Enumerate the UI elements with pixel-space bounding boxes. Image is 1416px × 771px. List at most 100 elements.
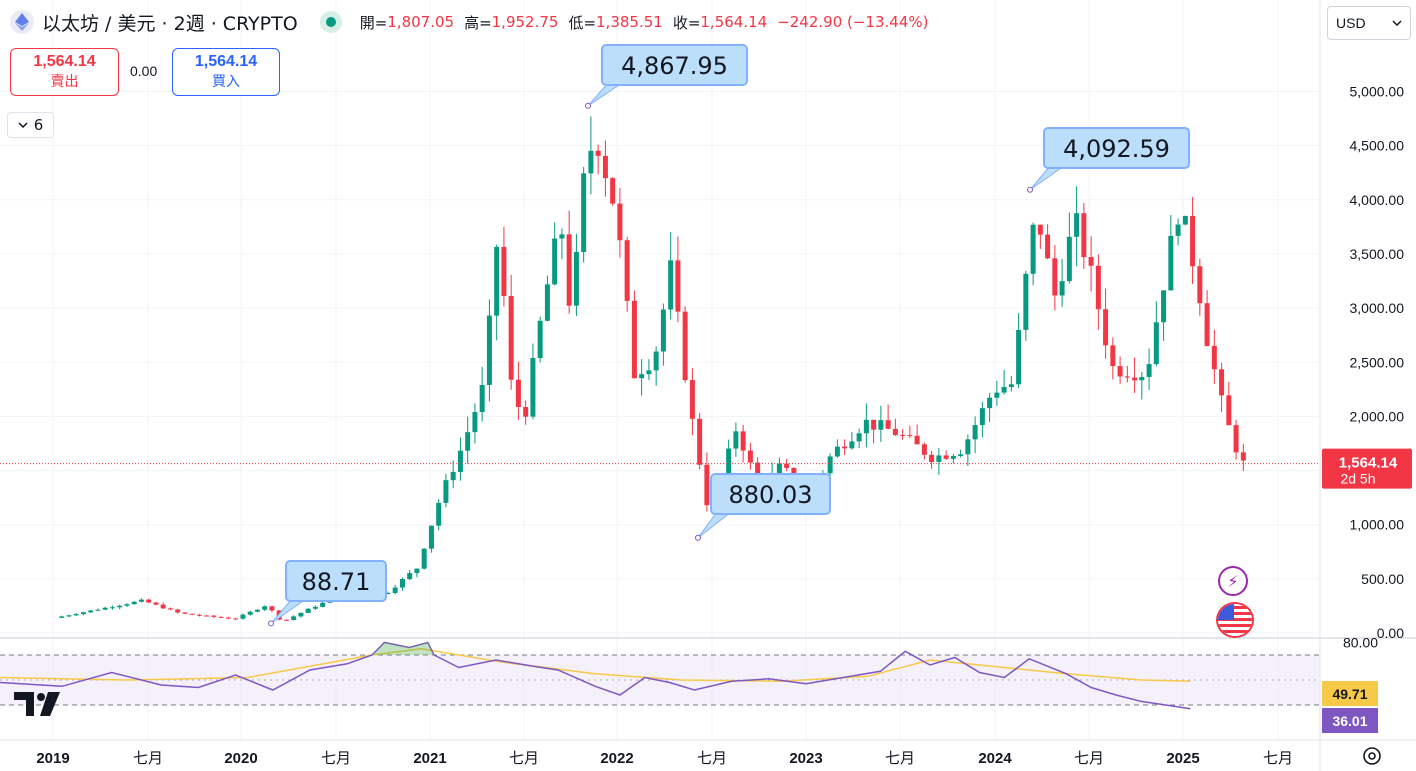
- candle-body: [102, 607, 108, 610]
- candle-body: [581, 173, 587, 253]
- candle-body: [1182, 215, 1188, 225]
- candle-body: [965, 439, 971, 455]
- candle-body: [269, 606, 275, 611]
- candle-body: [900, 434, 906, 436]
- candle-body: [247, 611, 253, 615]
- price-tick-label: 5,000.00: [1350, 84, 1405, 100]
- candle-body: [312, 606, 318, 609]
- candle-body: [682, 311, 688, 381]
- callout-label: 880.03: [729, 481, 813, 509]
- last-price-tag: [1322, 448, 1412, 489]
- candle-body: [385, 593, 391, 595]
- candle-body: [740, 431, 746, 451]
- candle-body: [1001, 386, 1007, 393]
- candle-body: [595, 150, 601, 156]
- buy-button[interactable]: 1,564.14 買入: [172, 48, 280, 96]
- candle-body: [885, 420, 891, 429]
- candle-body: [617, 203, 623, 241]
- time-tick-label: 2022: [600, 750, 633, 767]
- us-flag-icon[interactable]: [1216, 602, 1254, 638]
- time-tick-label: 七月: [321, 750, 351, 767]
- candle-body: [486, 315, 492, 385]
- time-tick-label: 2021: [413, 750, 446, 767]
- callout-box: [1043, 127, 1190, 169]
- rsi-tick-label: 80.00: [1343, 635, 1378, 651]
- candle-body: [689, 380, 695, 419]
- candle-body: [1211, 345, 1217, 370]
- candle-body: [573, 252, 579, 306]
- rsi-overbought-fill: [372, 642, 434, 655]
- sell-label: 賣出: [50, 73, 79, 89]
- candle-body: [639, 374, 645, 379]
- candle-body: [153, 602, 159, 605]
- candle-body: [124, 604, 130, 606]
- rsi-value-tag: [1322, 708, 1378, 733]
- buy-price: 1,564.14: [194, 53, 258, 70]
- open-key: 開=: [359, 13, 388, 32]
- candle-body: [697, 418, 703, 465]
- candle-body: [414, 568, 420, 574]
- candle-body: [175, 609, 181, 613]
- candle-body: [218, 616, 224, 618]
- candle-body: [929, 454, 935, 462]
- candle-body: [109, 607, 115, 609]
- gear-icon[interactable]: [1360, 744, 1384, 768]
- sell-button[interactable]: 1,564.14 賣出: [10, 48, 119, 96]
- candle-body: [1103, 309, 1109, 346]
- candle-body: [704, 464, 710, 506]
- candle-body: [544, 284, 550, 321]
- close-key: 收=: [672, 13, 701, 32]
- candle-body: [1132, 377, 1138, 381]
- candle-body: [1095, 265, 1101, 310]
- indicators-toggle[interactable]: 6: [7, 112, 54, 138]
- candle-body: [225, 617, 231, 619]
- candle-body: [1204, 303, 1210, 346]
- time-tick-label: 2024: [978, 750, 1012, 767]
- currency-select[interactable]: USD: [1327, 6, 1411, 40]
- callout-anchor: [695, 534, 701, 541]
- candle-body: [631, 300, 637, 379]
- price-tick-label: 4,000.00: [1350, 192, 1405, 208]
- candle-body: [146, 599, 152, 603]
- candle-body: [305, 608, 311, 613]
- candle-body: [994, 392, 1000, 398]
- symbol-title[interactable]: 以太坊 / 美元 · 2週 · CRYPTO: [42, 12, 298, 35]
- tradingview-logo: [14, 692, 60, 716]
- indicators-count: 6: [33, 116, 44, 134]
- candle-body: [987, 397, 993, 409]
- candle-body: [1175, 224, 1181, 236]
- sell-price: 1,564.14: [33, 53, 96, 70]
- candle-body: [1124, 376, 1130, 378]
- candle-body: [834, 446, 840, 457]
- candle-body: [1197, 266, 1203, 304]
- last-price-label: 1,564.14: [1339, 455, 1398, 472]
- candle-body: [189, 613, 195, 615]
- lightning-icon[interactable]: ⚡: [1218, 566, 1248, 596]
- candle-body: [1139, 376, 1145, 381]
- candle-body: [117, 605, 123, 608]
- candle-body: [443, 480, 449, 503]
- candle-body: [1161, 290, 1167, 323]
- candle-body: [602, 155, 608, 179]
- candle-body: [1081, 213, 1087, 258]
- candle-body: [1153, 322, 1159, 365]
- price-tick-label: 1,000.00: [1350, 517, 1405, 533]
- time-tick-label: 2025: [1166, 750, 1199, 767]
- low-value: 1,385.51: [596, 13, 663, 31]
- candle-body: [646, 370, 652, 375]
- rsi-value: 36.01: [1332, 713, 1367, 729]
- callout-anchor: [585, 102, 591, 109]
- candle-body: [1190, 215, 1196, 267]
- candle-body: [1240, 452, 1246, 461]
- candle-body: [842, 446, 848, 449]
- rsi-ma-line: [0, 648, 1191, 683]
- time-tick-label: 七月: [133, 750, 163, 767]
- candle-body: [871, 419, 877, 430]
- price-tick-label: 0.00: [1377, 625, 1404, 641]
- time-axis: 2019 七月 2020 七月 2021 七月 2022 七月 2023 七月 2024 七月 2025…: [36, 750, 1293, 767]
- candle-body: [138, 599, 144, 602]
- candle-body: [566, 234, 572, 306]
- candle-body: [501, 246, 507, 296]
- high-value: 1,952.75: [491, 13, 559, 31]
